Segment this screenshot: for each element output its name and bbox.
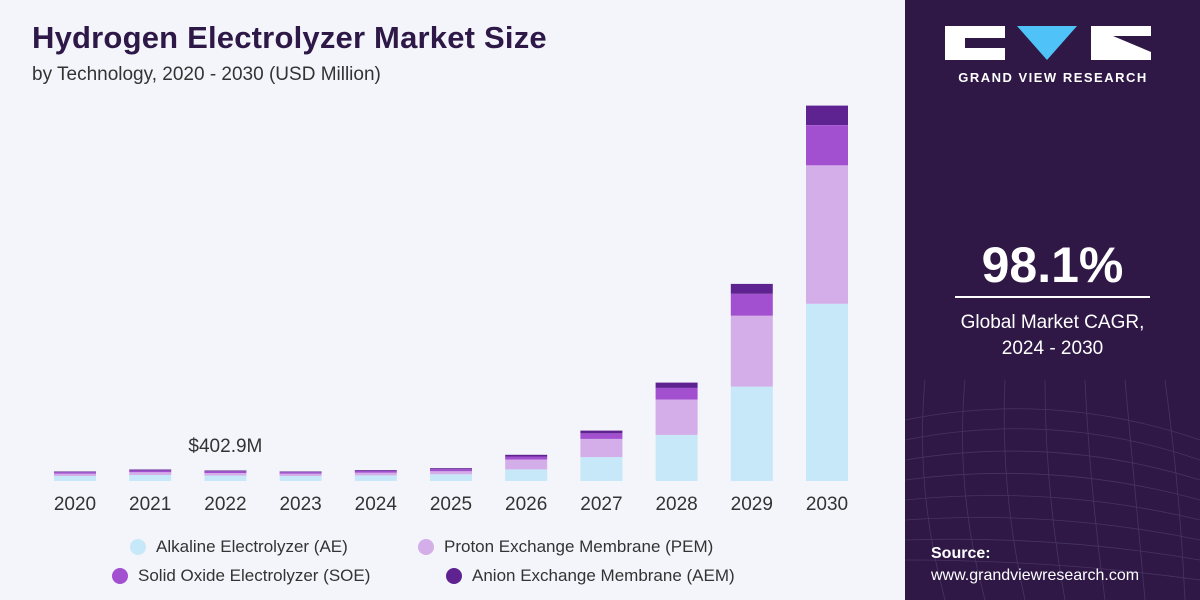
bar-segment-2025-s2 [430,469,472,472]
bar-segment-2022-s3 [204,470,247,472]
legend-label-pem: Proton Exchange Membrane (PEM) [444,537,714,556]
bar-segment-2024-s2 [354,471,397,473]
bar-segment-2027-s1 [580,438,623,458]
legend-swatch-pem [418,539,434,555]
annotation-label: $402.9M [188,436,262,457]
bar-segment-2029-s1 [730,315,773,387]
x-tick-label: 2023 [279,494,321,515]
x-tick-label: 2024 [355,494,398,515]
legend-item-ae: Alkaline Electrolyzer (AE) [130,537,348,557]
cagr-label: Global Market CAGR, 2024 - 2030 [905,310,1200,362]
cagr-value: 98.1% [981,237,1124,293]
stacked-bar-chart: 2020 2021 2022 2023 2024 2025 2026 2027 2028 2029… [54,105,848,515]
bar-segment-2028-s1 [655,399,698,435]
legend-swatch-aem [446,568,462,584]
bar-segment-2027-s0 [580,457,623,481]
bar-segment-2028-s0 [655,434,698,481]
cagr-divider [955,296,1150,298]
legend-label-ae: Alkaline Electrolyzer (AE) [156,537,348,556]
bar-segment-2030-s0 [806,303,848,481]
bar-segment-2023-s0 [279,476,322,481]
bar-segment-2020-s2 [54,472,96,474]
decorative-mesh [905,380,1200,600]
bar-segment-2020-s1 [54,473,96,476]
legend-label-soe: Solid Oxide Electrolyzer (SOE) [138,566,371,585]
x-tick-label: 2028 [655,494,697,515]
bar-segment-2024-s0 [354,475,397,481]
stat-panel: GRAND VIEW RESEARCH 98.1% Global Market … [905,0,1200,600]
x-tick-label: 2027 [580,494,622,515]
bar-segment-2030-s1 [806,165,848,304]
cagr-label-line1: Global Market CAGR, [960,312,1145,333]
cagr-label-line2: 2024 - 2030 [1001,338,1104,359]
legend-item-aem: Anion Exchange Membrane (AEM) [446,566,735,586]
bar-segment-2025-s3 [430,468,472,470]
source-label: Source: [931,545,991,562]
bar-segment-2029-s0 [730,386,773,481]
x-tick-label: 2030 [806,494,848,515]
bar-segment-2024-s1 [354,472,397,476]
bar-segment-2026-s2 [505,456,548,460]
bar-segment-2025-s1 [430,471,472,475]
legend-swatch-ae [130,539,146,555]
x-tick-label: 2020 [54,494,96,515]
bar-segment-2028-s2 [655,387,698,400]
brand-name: GRAND VIEW RESEARCH [958,70,1148,85]
bar-segment-2020-s3 [54,471,96,473]
bar-segment-2022-s0 [204,475,247,481]
x-tick-label: 2029 [731,494,773,515]
x-tick-label: 2022 [204,494,246,515]
bar-segment-2028-s3 [655,382,698,388]
bar-segment-2020-s0 [54,476,96,481]
bar-segment-2026-s1 [505,459,548,470]
bar-segment-2027-s3 [580,430,623,434]
bar-segment-2029-s3 [730,283,773,294]
bar-segment-2027-s2 [580,433,623,439]
bar-segment-2022-s1 [204,472,247,476]
bar-segment-2026-s3 [505,454,548,457]
legend-item-soe: Solid Oxide Electrolyzer (SOE) [112,566,370,586]
bar-segment-2021-s2 [129,470,172,473]
logo-v-triangle [1017,26,1077,60]
x-tick-label: 2026 [505,494,547,515]
bar-segment-2023-s2 [279,472,322,474]
legend-swatch-soe [112,568,128,584]
bar-segment-2030-s3 [806,105,848,126]
bar-segment-2024-s3 [354,470,397,471]
x-tick-label: 2021 [129,494,171,515]
bar-segment-2022-s2 [204,471,247,473]
bar-segment-2026-s0 [505,469,548,481]
legend-item-pem: Proton Exchange Membrane (PEM) [418,537,713,557]
bar-segment-2025-s0 [430,474,472,481]
brand-logo [945,26,1151,60]
chart-title: Hydrogen Electrolyzer Market Size [32,20,547,55]
source-link[interactable]: www.grandviewresearch.com [931,567,1140,584]
bar-segment-2023-s3 [279,471,322,473]
bar-segment-2029-s2 [730,293,773,316]
bar-segment-2021-s3 [129,469,172,471]
legend-label-aem: Anion Exchange Membrane (AEM) [472,566,735,585]
bar-segment-2023-s1 [279,473,322,476]
bar-segment-2021-s0 [129,475,172,481]
chart-panel: Hydrogen Electrolyzer Market Size by Tec… [0,0,905,600]
x-tick-label: 2025 [430,494,472,515]
bar-segment-2021-s1 [129,472,172,475]
bar-segment-2030-s2 [806,125,848,166]
chart-subtitle: by Technology, 2020 - 2030 (USD Million) [32,64,381,85]
